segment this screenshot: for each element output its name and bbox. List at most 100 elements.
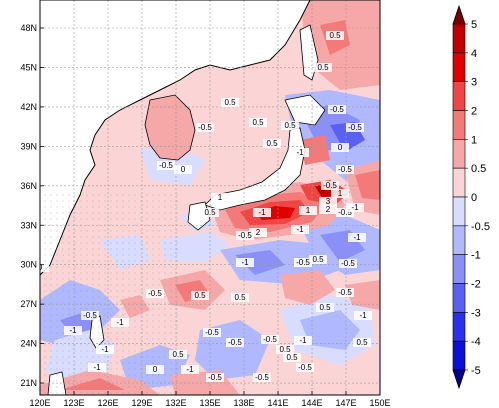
- svg-text:-0.5: -0.5: [298, 363, 312, 372]
- colorbar-segment: [452, 110, 466, 140]
- contour-label: 0.5: [283, 353, 301, 362]
- lon-tick-label: 123E: [63, 398, 84, 408]
- svg-text:-0.5: -0.5: [255, 373, 269, 382]
- colorbar-segment: [452, 225, 466, 255]
- lat-tick-label: 30N: [20, 260, 37, 270]
- latitude-axis: 48N 45N 42N 39N 36N 33N 30N 27N 24N 21N: [20, 23, 44, 388]
- colorbar-tick-label: 5: [471, 19, 477, 31]
- lon-tick-label: 126E: [97, 398, 118, 408]
- contour-label: -1: [64, 326, 82, 335]
- lat-tick-label: 45N: [20, 62, 37, 72]
- contour-label: -1: [354, 311, 372, 320]
- colorbar-segment: [452, 81, 466, 111]
- korean-peninsula: [144, 94, 196, 161]
- svg-text:0.5: 0.5: [317, 63, 329, 72]
- contour-label: 0.5: [316, 303, 334, 312]
- contour-label: -0.5: [261, 335, 279, 344]
- svg-text:3: 3: [326, 197, 331, 206]
- contour-label: 0.5: [314, 63, 332, 72]
- svg-text:1: 1: [218, 193, 223, 202]
- contour-label: -1: [291, 225, 309, 234]
- lon-tick-label: 129E: [131, 398, 152, 408]
- contour-label: -0.5: [253, 373, 271, 382]
- svg-text:0: 0: [153, 365, 158, 374]
- colorbar-tick-label: -5: [471, 365, 481, 377]
- colorbar-tick-label: 2: [471, 106, 477, 118]
- svg-text:-0.5: -0.5: [148, 289, 162, 298]
- svg-text:-1: -1: [186, 365, 194, 374]
- svg-text:-0.5: -0.5: [338, 165, 352, 174]
- colorbar-segment: [452, 23, 466, 54]
- svg-text:0.5: 0.5: [284, 121, 296, 130]
- contour-label: -0.5: [336, 288, 354, 297]
- svg-text:-0.5: -0.5: [338, 208, 352, 217]
- colorbar-segment: [452, 196, 466, 227]
- contour-label: -1: [236, 258, 254, 267]
- svg-text:-0.5: -0.5: [198, 123, 212, 132]
- contour-label: 0.5: [281, 121, 299, 130]
- svg-text:0.5: 0.5: [266, 139, 278, 148]
- svg-text:0.5: 0.5: [224, 98, 236, 107]
- svg-text:0.5: 0.5: [279, 345, 291, 354]
- lat-tick-label: 21N: [20, 378, 37, 388]
- contour-label: -1: [253, 208, 271, 217]
- svg-text:0.5: 0.5: [286, 353, 298, 362]
- lon-tick-label: 135E: [199, 398, 220, 408]
- map-panel: 0.50.50.5-0.5 0.5-0.50.50.5-1-0.5-0.50-0.…: [20, 0, 391, 408]
- svg-text:-1: -1: [296, 148, 304, 157]
- svg-text:0: 0: [38, 263, 43, 272]
- contour-label: 0.5: [201, 208, 219, 217]
- colorbar-tick-label: 3: [471, 77, 477, 89]
- contour-label: -1: [111, 318, 129, 327]
- svg-text:-1: -1: [258, 208, 266, 217]
- svg-text:-1: -1: [241, 258, 249, 267]
- contour-label: 0: [38, 263, 49, 272]
- svg-text:-0.5: -0.5: [205, 328, 219, 337]
- contour-label: 0.5: [353, 338, 371, 347]
- contour-label: 1: [299, 206, 317, 215]
- colorbar-max-triangle: [452, 4, 466, 25]
- svg-text:0.5: 0.5: [234, 293, 246, 302]
- lon-tick-label: 120E: [29, 398, 50, 408]
- contour-label: -1: [291, 148, 309, 157]
- svg-text:-0.5: -0.5: [83, 311, 97, 320]
- svg-text:-0.5: -0.5: [208, 373, 222, 382]
- svg-text:0.5: 0.5: [356, 338, 368, 347]
- colorbar-segment: [452, 283, 466, 313]
- colorbar-tick-label: -4: [471, 336, 481, 348]
- contour-label: -0.5: [339, 259, 357, 268]
- colorbar-segment: [452, 139, 466, 169]
- svg-text:-1: -1: [359, 311, 367, 320]
- lon-tick-label: 138E: [233, 398, 254, 408]
- svg-text:-0.5: -0.5: [341, 259, 355, 268]
- lat-tick-label: 36N: [20, 181, 37, 191]
- svg-text:0: 0: [338, 143, 343, 152]
- colorbar-tick-label: -2: [471, 279, 481, 291]
- contour-label: -0.5: [336, 208, 354, 217]
- contour-label: -0.5: [206, 373, 224, 382]
- contour-label: -0.5: [81, 311, 99, 320]
- svg-text:-1: -1: [93, 363, 101, 372]
- svg-text:-1: -1: [296, 225, 304, 234]
- contour-label: 0.5: [263, 139, 281, 148]
- svg-text:-0.5: -0.5: [323, 181, 337, 190]
- contour-label: -0.5: [346, 123, 364, 132]
- contour-label: 2: [249, 228, 267, 237]
- lon-tick-label: 132E: [165, 398, 186, 408]
- lat-tick-label: 39N: [20, 141, 37, 151]
- contour-label: 0.5: [169, 350, 187, 359]
- colorbar-segment: [452, 52, 466, 82]
- hokkaido: [284, 94, 326, 126]
- svg-text:-1: -1: [116, 318, 124, 327]
- contour-label: -0.5: [203, 328, 221, 337]
- svg-text:-1: -1: [299, 336, 307, 345]
- contour-label: -0.5: [296, 363, 314, 372]
- contour-label: -0.5: [336, 165, 354, 174]
- svg-text:-0.5: -0.5: [228, 338, 242, 347]
- colorbar-segment: [452, 312, 466, 342]
- contour-label: -1: [294, 336, 312, 345]
- contour-label: 2: [319, 205, 337, 214]
- lon-tick-label: 150E: [369, 398, 390, 408]
- contour-label: -0.5: [236, 231, 254, 240]
- svg-text:-1: -1: [353, 233, 361, 242]
